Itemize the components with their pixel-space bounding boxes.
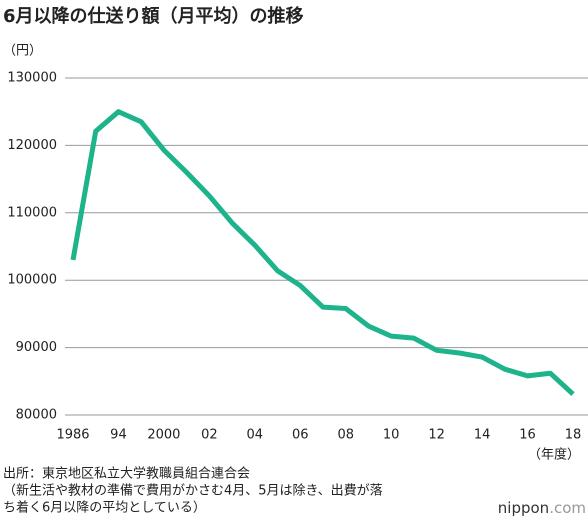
x-tick-label: 06: [292, 428, 309, 443]
y-tick-label: 90000: [16, 340, 57, 355]
note: （新生活や教材の準備で費用がかさむ4月、5月は除き、出費が落: [3, 483, 383, 499]
x-unit: （年度）: [528, 447, 580, 463]
x-tick-label: 08: [337, 428, 354, 443]
x-tick-label: 16: [519, 428, 536, 443]
x-tick-label: 14: [474, 428, 491, 443]
y-tick-label: 100000: [7, 273, 57, 288]
x-tick-label: 12: [428, 428, 445, 443]
line: [70, 109, 575, 396]
x-tick-label: 2000: [147, 428, 180, 443]
x-tick-label: 18: [565, 428, 582, 443]
chart-title: 6月以降の仕送り額（月平均）の推移: [3, 5, 304, 27]
logo: nippon.com: [498, 499, 586, 517]
note: ち着く6月以降の平均としている）: [3, 500, 206, 516]
source: 出所：東京地区私立大学教職員組合連合会: [3, 466, 250, 482]
x-tick-label: 02: [201, 428, 218, 443]
x-tick-label: 10: [383, 428, 400, 443]
x-tick-label: 1986: [56, 428, 89, 443]
y-tick-label: 120000: [7, 138, 57, 153]
y-tick-label: 130000: [7, 71, 57, 86]
y-unit: （円）: [3, 44, 42, 59]
logo-part: .com: [549, 499, 586, 517]
x-tick-label: 04: [247, 428, 264, 443]
y-tick-label: 80000: [16, 408, 57, 423]
logo-part: nippon: [498, 499, 549, 517]
y-tick-label: 110000: [7, 205, 57, 220]
x-tick-label: 94: [110, 428, 127, 443]
